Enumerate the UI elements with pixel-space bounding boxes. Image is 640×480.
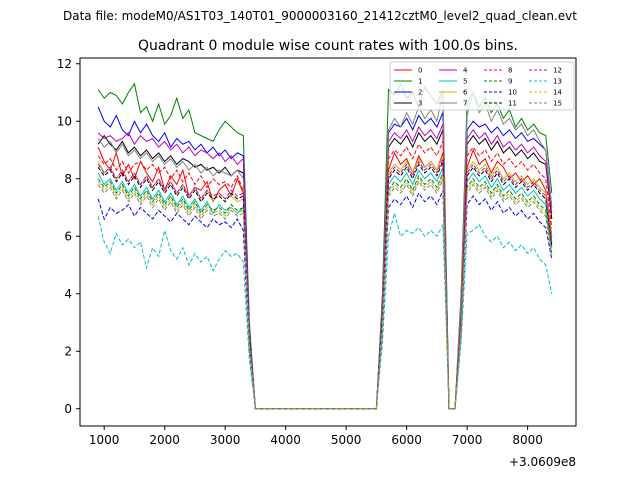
- x-tick-label: 6000: [391, 433, 422, 447]
- legend-label-0: 0: [418, 67, 422, 75]
- axes-frame: [79, 57, 577, 427]
- x-tick-label: 1000: [89, 433, 120, 447]
- y-tick-label: 8: [64, 172, 72, 186]
- chart-suptitle: Data file: modeM0/AS1T03_140T01_90000031…: [63, 9, 577, 23]
- x-tick-label: 7000: [452, 433, 483, 447]
- legend-label-7: 7: [463, 100, 467, 108]
- legend-label-4: 4: [463, 67, 468, 75]
- series-layer: [97, 82, 553, 410]
- legend-label-15: 15: [553, 100, 562, 108]
- legend-frame: [389, 61, 575, 111]
- y-tick-label: 6: [64, 229, 72, 243]
- y-axis: 0 2 4 6 8 10 12: [57, 57, 80, 416]
- y-tick-label: 0: [64, 402, 72, 416]
- legend-label-5: 5: [463, 78, 467, 86]
- legend-label-13: 13: [553, 78, 562, 86]
- y-tick-label: 4: [64, 287, 72, 301]
- series-line-14: [97, 175, 553, 410]
- series-line-11: [97, 161, 553, 410]
- legend-label-3: 3: [418, 100, 422, 108]
- x-tick-label: 3000: [210, 433, 241, 447]
- legend-label-10: 10: [508, 89, 517, 97]
- x-tick-label: 2000: [149, 433, 180, 447]
- chart-title: Quadrant 0 module wise count rates with …: [138, 38, 518, 54]
- x-tick-label: 4000: [270, 433, 301, 447]
- series-line-15: [97, 178, 553, 410]
- series-line-10: [97, 190, 553, 410]
- x-tick-label: 8000: [512, 433, 543, 447]
- x-tick-label: 5000: [331, 433, 362, 447]
- series-line-8: [97, 141, 553, 410]
- legend-label-8: 8: [508, 67, 512, 75]
- legend-label-2: 2: [418, 89, 422, 97]
- legend-label-9: 9: [508, 78, 512, 86]
- legend-label-14: 14: [553, 89, 562, 97]
- legend-label-11: 11: [508, 100, 517, 108]
- y-tick-label: 2: [64, 344, 72, 358]
- x-axis-offset-label: +3.0609e8: [509, 455, 576, 469]
- y-tick-label: 10: [57, 114, 72, 128]
- x-axis: 1000 2000 3000 4000 5000 6000 7000 8000: [89, 426, 543, 447]
- legend-label-6: 6: [463, 89, 468, 97]
- plot-area: 1000 2000 3000 4000 5000 6000 7000 8000 0246810…: [57, 57, 577, 447]
- y-tick-label: 12: [57, 57, 72, 71]
- legend-label-1: 1: [418, 78, 422, 86]
- legend-label-12: 12: [553, 67, 562, 75]
